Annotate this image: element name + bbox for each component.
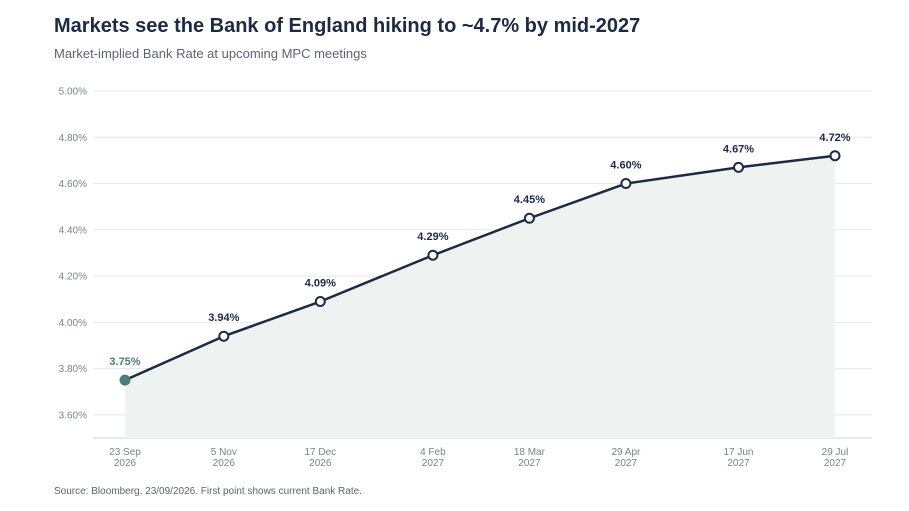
data-label: 4.45% (514, 194, 545, 206)
y-tick-label: 5.00% (59, 87, 87, 98)
data-point (523, 212, 535, 224)
x-tick-label: 5 Nov 2026 (211, 447, 237, 469)
y-tick-label: 4.00% (59, 318, 87, 329)
data-point (119, 374, 131, 386)
data-labels: 3.75% 3.94% 4.09% 4.29% 4.45% 4.60% 4.67% 4.72% (109, 132, 850, 368)
data-label: 3.94% (208, 312, 239, 324)
data-points (119, 150, 841, 386)
data-point (829, 150, 841, 162)
x-tick-label: 29 Jul 2027 (822, 447, 849, 469)
x-tick-label: 23 Sep 2026 (109, 447, 141, 469)
chart-title: Markets see the Bank of England hiking t… (54, 15, 641, 37)
x-tick-label: 29 Apr 2027 (611, 447, 641, 469)
data-label: 4.72% (819, 132, 850, 144)
y-tick-label: 3.80% (59, 364, 87, 375)
y-tick-label: 4.80% (59, 133, 87, 144)
data-point (620, 178, 632, 190)
y-axis: 3.60% 3.80% 4.00% 4.20% 4.40% 4.60% 4.80% 5.00% (59, 87, 87, 422)
data-label: 4.67% (723, 143, 754, 155)
y-tick-label: 4.40% (59, 225, 87, 236)
data-label: 4.09% (305, 278, 336, 290)
chart-subtitle: Market-implied Bank Rate at upcoming MPC… (54, 46, 367, 61)
x-tick-label: 18 Mar 2027 (514, 447, 546, 469)
source-note: Source: Bloomberg, 23/09/2026. First poi… (54, 486, 362, 497)
data-point (314, 296, 326, 308)
x-axis: 23 Sep 2026 5 Nov 2026 17 Dec 2026 4 Feb 2027 18… (109, 447, 848, 469)
x-tick-label: 17 Dec 2026 (304, 447, 336, 469)
y-tick-label: 3.60% (59, 410, 87, 421)
data-label: 4.29% (417, 231, 448, 243)
data-label: 3.75% (109, 356, 140, 368)
data-label: 4.60% (610, 160, 641, 172)
data-point (732, 161, 744, 173)
area-fill (125, 155, 835, 439)
x-tick-label: 4 Feb 2027 (420, 447, 446, 469)
data-point (218, 330, 230, 342)
x-tick-label: 17 Jun 2027 (723, 447, 753, 469)
y-tick-label: 4.20% (59, 272, 87, 283)
y-tick-label: 4.60% (59, 179, 87, 190)
data-point (427, 249, 439, 261)
line-chart: 3.60% 3.80% 4.00% 4.20% 4.40% 4.60% 4.80% 5.00%… (59, 87, 872, 469)
series-line (124, 154, 836, 382)
